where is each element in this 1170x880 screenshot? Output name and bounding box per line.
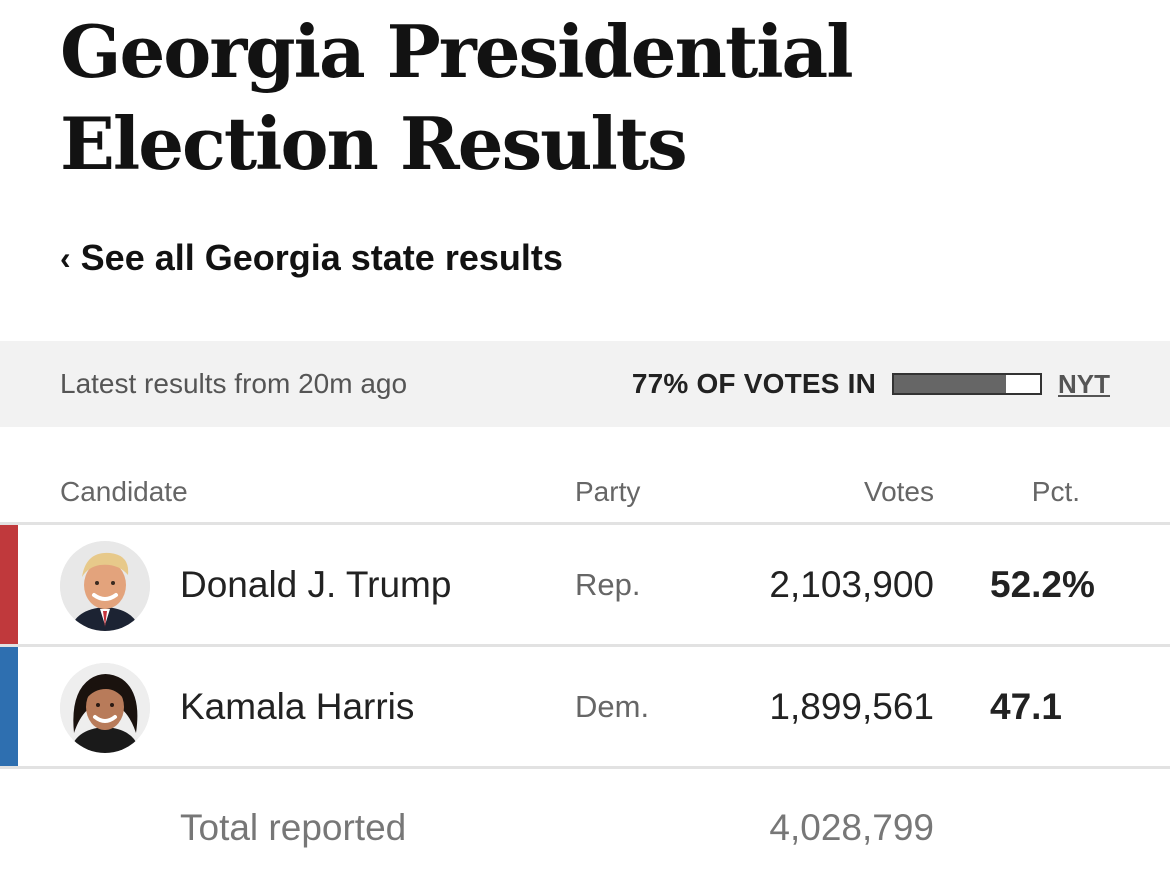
candidate-party: Dem. [575, 689, 650, 724]
see-all-state-results-link[interactable]: ‹ See all Georgia state results [60, 234, 563, 282]
party-color-stripe-dem [0, 647, 18, 766]
row-divider [0, 766, 1170, 769]
candidate-votes: 2,103,900 [769, 564, 934, 605]
total-reported-label: Total reported [180, 807, 407, 848]
votes-in-text: 77% OF VOTES IN [631, 368, 876, 399]
column-header-candidate: Candidate [60, 476, 188, 507]
candidate-party: Rep. [575, 567, 641, 602]
back-link-label: See all Georgia state results [80, 237, 563, 278]
votes-in-progress-bar [892, 373, 1042, 395]
votes-in-progress-fill [894, 375, 1007, 393]
column-header-pct: Pct. [1031, 476, 1080, 507]
page-title: Georgia Presidential Election Results [60, 9, 854, 186]
column-header-party: Party [575, 476, 641, 507]
candidate-name: Kamala Harris [180, 686, 415, 727]
candidate-row-trump: Donald J. Trump Rep. 2,103,900 52.2% [0, 525, 1170, 644]
row-divider [0, 644, 1170, 647]
total-reported-votes: 4,028,799 [769, 807, 934, 848]
column-header-votes: Votes [863, 476, 934, 507]
candidate-row-harris: Kamala Harris Dem. 1,899,561 47.1 [0, 647, 1170, 766]
candidate-name: Donald J. Trump [180, 564, 452, 605]
chevron-left-icon: ‹ [60, 240, 71, 276]
candidate-pct: 52.2% [990, 564, 1095, 605]
results-status-bar: Latest results from 20m ago 77% OF VOTES… [0, 341, 1170, 427]
source-link[interactable]: NYT [1058, 368, 1110, 399]
party-color-stripe-rep [0, 525, 18, 644]
table-divider [0, 522, 1170, 525]
avatar-trump [60, 541, 150, 631]
last-updated-text: Latest results from 20m ago [60, 368, 408, 399]
reporting-status: 77% OF VOTES IN NYT [632, 341, 1110, 427]
avatar-harris [60, 663, 150, 753]
candidate-votes: 1,899,561 [769, 686, 934, 727]
candidate-pct: 47.1 [990, 686, 1063, 727]
